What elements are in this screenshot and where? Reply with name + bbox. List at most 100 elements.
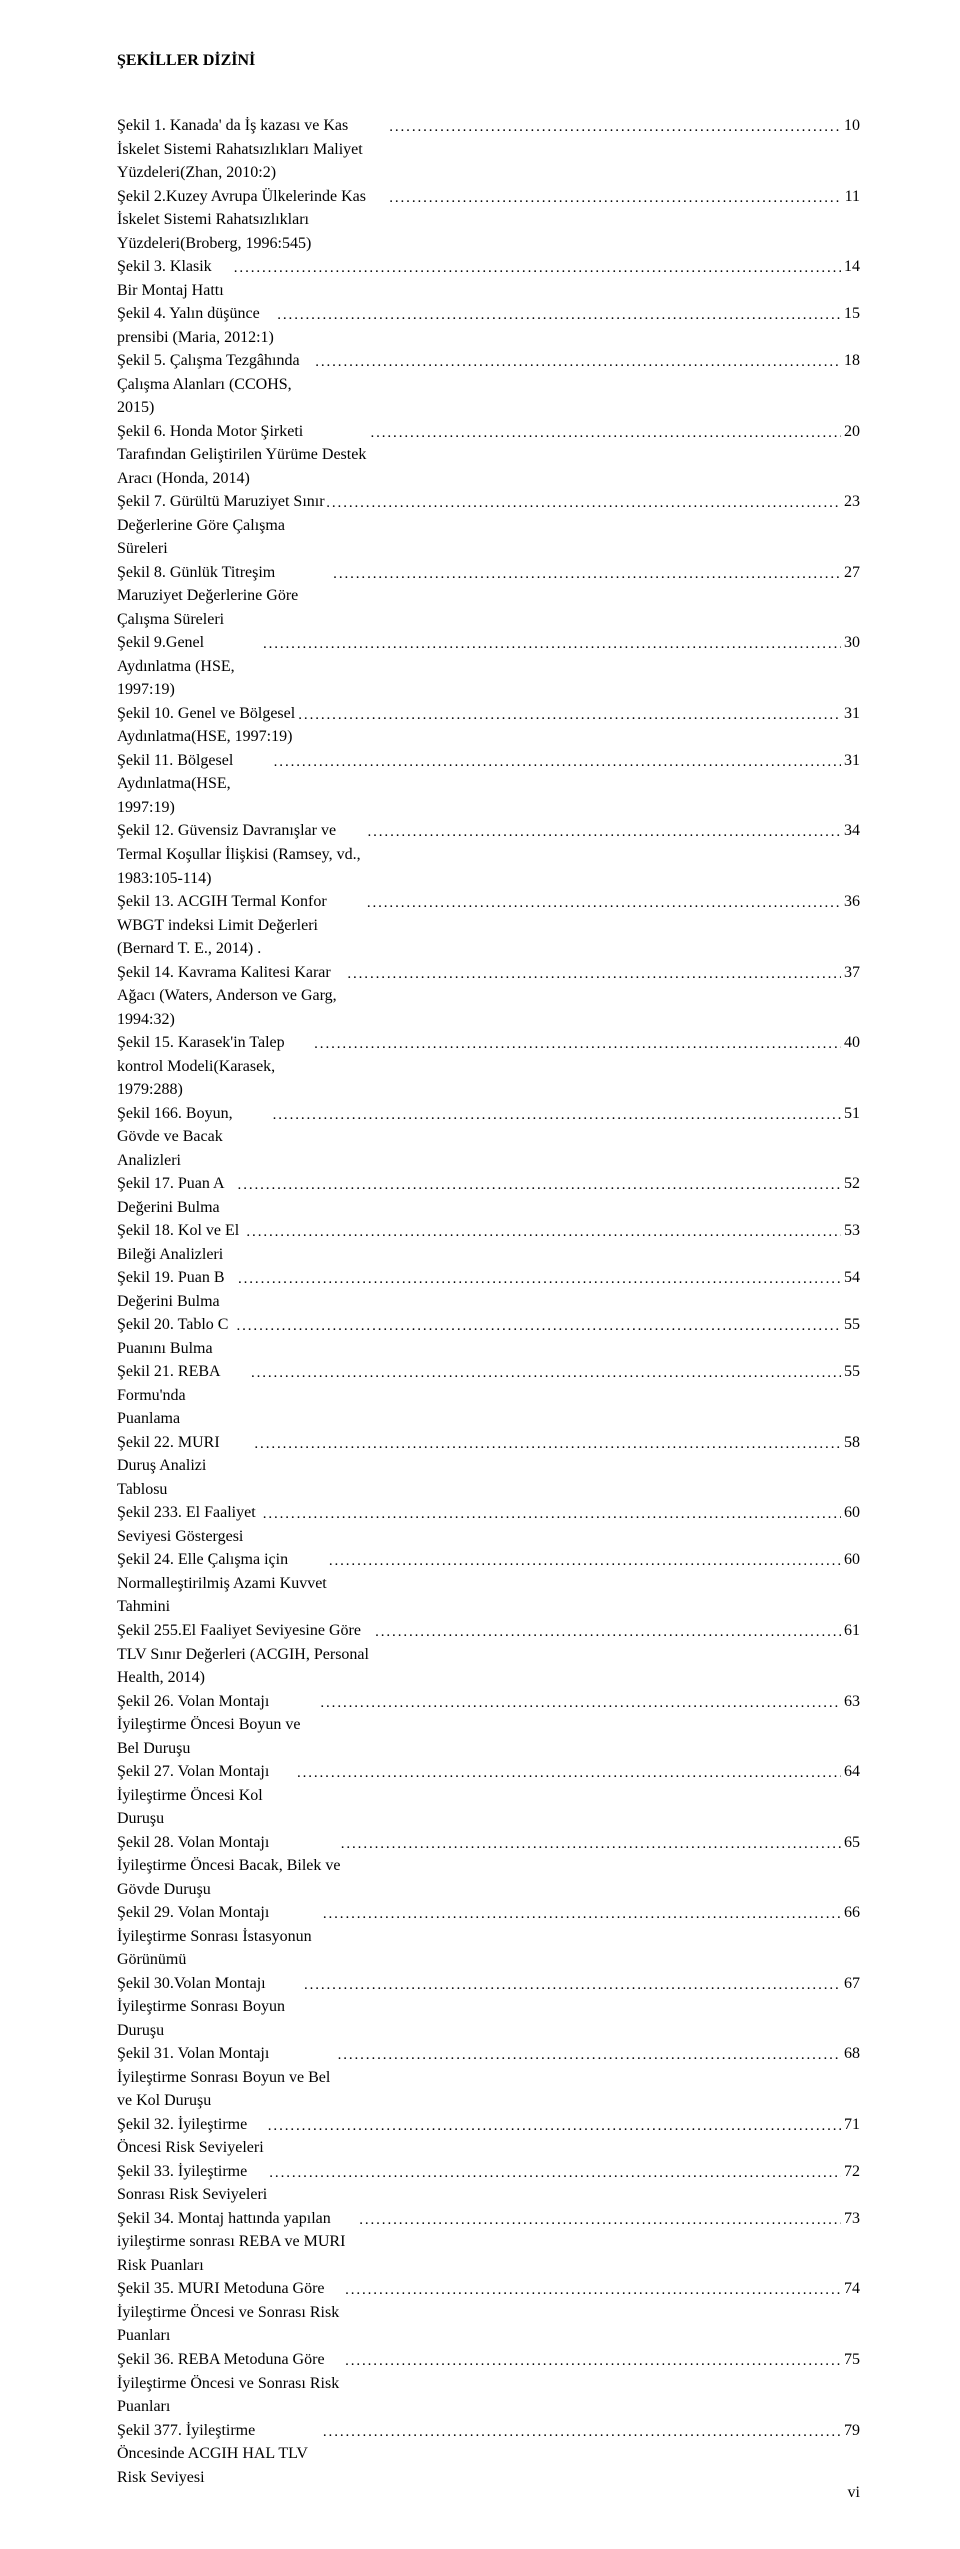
toc-entry-label: Şekil 28. Volan Montajı İyileştirme Önce… bbox=[117, 1831, 341, 1902]
toc-entry: Şekil 17. Puan A Değerini Bulma52 bbox=[117, 1172, 860, 1219]
toc-entry-label: Şekil 12. Güvensiz Davranışlar ve Termal… bbox=[117, 819, 367, 890]
toc-entry: Şekil 9.Genel Aydınlatma (HSE, 1997:19)3… bbox=[117, 631, 860, 702]
toc-entry-page: 75 bbox=[841, 2348, 860, 2372]
toc-leader-dots bbox=[338, 2044, 841, 2066]
toc-entry-page: 71 bbox=[841, 2113, 860, 2137]
toc-entry: Şekil 8. Günlük Titreşim Maruziyet Değer… bbox=[117, 561, 860, 632]
toc-leader-dots bbox=[389, 116, 841, 138]
toc-leader-dots bbox=[269, 2162, 841, 2184]
toc-entry: Şekil 255.El Faaliyet Seviyesine Göre TL… bbox=[117, 1619, 860, 1690]
toc-entry-page: 53 bbox=[841, 1219, 860, 1243]
toc-leader-dots bbox=[329, 1550, 841, 1572]
toc-entry-page: 58 bbox=[841, 1431, 860, 1455]
toc-entry: Şekil 7. Gürültü Maruziyet Sınır Değerle… bbox=[117, 490, 860, 561]
toc-entry-page: 72 bbox=[841, 2160, 860, 2184]
toc-entry-page: 65 bbox=[841, 1831, 860, 1855]
toc-entry-label: Şekil 13. ACGIH Termal Konfor WBGT indek… bbox=[117, 890, 367, 961]
toc-entry-page: 15 bbox=[841, 302, 860, 326]
toc-entry: Şekil 3. Klasik Bir Montaj Hattı14 bbox=[117, 255, 860, 302]
toc-entry-label: Şekil 19. Puan B Değerini Bulma bbox=[117, 1266, 238, 1313]
toc-entry: Şekil 10. Genel ve Bölgesel Aydınlatma(H… bbox=[117, 702, 860, 749]
toc-entry-page: 63 bbox=[841, 1690, 860, 1714]
toc-leader-dots bbox=[367, 821, 841, 843]
toc-entry-page: 68 bbox=[841, 2042, 860, 2066]
toc-entry: Şekil 24. Elle Çalışma için Normalleştir… bbox=[117, 1548, 860, 1619]
toc-leader-dots bbox=[314, 1033, 841, 1055]
toc-entry-page: 74 bbox=[841, 2277, 860, 2301]
toc-entry: Şekil 19. Puan B Değerini Bulma54 bbox=[117, 1266, 860, 1313]
toc-entry-page: 10 bbox=[841, 114, 860, 138]
toc-entry-page: 66 bbox=[841, 1901, 860, 1925]
toc-entry-label: Şekil 17. Puan A Değerini Bulma bbox=[117, 1172, 238, 1219]
toc-leader-dots bbox=[234, 257, 841, 279]
toc-entry-page: 34 bbox=[841, 819, 860, 843]
toc-entry: Şekil 15. Karasek'in Talep kontrol Model… bbox=[117, 1031, 860, 1102]
toc-entry: Şekil 6. Honda Motor Şirketi Tarafından … bbox=[117, 420, 860, 491]
toc-leader-dots bbox=[326, 492, 841, 514]
toc-entry-page: 67 bbox=[841, 1972, 860, 1996]
toc-entry-label: Şekil 20. Tablo C Puanını Bulma bbox=[117, 1313, 236, 1360]
toc-entry-page: 36 bbox=[841, 890, 860, 914]
toc-entry-label: Şekil 35. MURI Metoduna Göre İyileştirme… bbox=[117, 2277, 345, 2348]
toc-leader-dots bbox=[315, 351, 841, 373]
toc-entry-label: Şekil 22. MURI Duruş Analizi Tablosu bbox=[117, 1431, 254, 1502]
toc-entry-label: Şekil 32. İyileştirme Öncesi Risk Seviye… bbox=[117, 2113, 268, 2160]
toc-entry-page: 60 bbox=[841, 1548, 860, 1572]
toc-entry: Şekil 36. REBA Metoduna Göre İyileştirme… bbox=[117, 2348, 860, 2419]
toc-entry-label: Şekil 15. Karasek'in Talep kontrol Model… bbox=[117, 1031, 314, 1102]
toc-entry: Şekil 28. Volan Montajı İyileştirme Önce… bbox=[117, 1831, 860, 1902]
toc-entry-page: 31 bbox=[841, 749, 860, 773]
toc-entry-label: Şekil 10. Genel ve Bölgesel Aydınlatma(H… bbox=[117, 702, 298, 749]
toc-entry-label: Şekil 255.El Faaliyet Seviyesine Göre TL… bbox=[117, 1619, 375, 1690]
toc-entry-page: 14 bbox=[841, 255, 860, 279]
toc-leader-dots bbox=[297, 1762, 841, 1784]
toc-entry: Şekil 32. İyileştirme Öncesi Risk Seviye… bbox=[117, 2113, 860, 2160]
toc-entry-label: Şekil 33. İyileştirme Sonrası Risk Seviy… bbox=[117, 2160, 269, 2207]
toc-leader-dots bbox=[320, 1692, 841, 1714]
toc-entry-label: Şekil 4. Yalın düşünce prensibi (Maria, … bbox=[117, 302, 277, 349]
toc-leader-dots bbox=[359, 2209, 841, 2231]
toc-leader-dots bbox=[375, 1621, 841, 1643]
toc-leader-dots bbox=[345, 2279, 841, 2301]
toc-entry-page: 60 bbox=[841, 1501, 860, 1525]
figures-list: Şekil 1. Kanada' da İş kazası ve Kas İsk… bbox=[117, 114, 860, 2489]
toc-entry-page: 73 bbox=[841, 2207, 860, 2231]
toc-leader-dots bbox=[389, 187, 841, 209]
toc-leader-dots bbox=[347, 963, 841, 985]
toc-entry: Şekil 30.Volan Montajı İyileştirme Sonra… bbox=[117, 1972, 860, 2043]
toc-entry: Şekil 20. Tablo C Puanını Bulma 55 bbox=[117, 1313, 860, 1360]
toc-entry: Şekil 1. Kanada' da İş kazası ve Kas İsk… bbox=[117, 114, 860, 185]
toc-entry-label: Şekil 18. Kol ve El Bileği Analizleri bbox=[117, 1219, 246, 1266]
toc-leader-dots bbox=[304, 1974, 841, 1996]
list-of-figures-heading: ŞEKİLLER DİZİNİ bbox=[117, 52, 860, 70]
toc-entry-label: Şekil 8. Günlük Titreşim Maruziyet Değer… bbox=[117, 561, 333, 632]
toc-entry-label: Şekil 377. İyileştirme Öncesinde ACGIH H… bbox=[117, 2419, 323, 2490]
toc-entry-label: Şekil 11. Bölgesel Aydınlatma(HSE, 1997:… bbox=[117, 749, 274, 820]
toc-entry-label: Şekil 30.Volan Montajı İyileştirme Sonra… bbox=[117, 1972, 304, 2043]
toc-entry-page: 55 bbox=[841, 1313, 860, 1337]
toc-entry: Şekil 5. Çalışma Tezgâhında Çalışma Alan… bbox=[117, 349, 860, 420]
toc-entry: Şekil 2.Kuzey Avrupa Ülkelerinde Kas İsk… bbox=[117, 185, 860, 256]
toc-leader-dots bbox=[277, 304, 841, 326]
toc-entry-page: 37 bbox=[841, 961, 860, 985]
toc-entry: Şekil 22. MURI Duruş Analizi Tablosu 58 bbox=[117, 1431, 860, 1502]
toc-entry-page: 18 bbox=[841, 349, 860, 373]
toc-entry: Şekil 31. Volan Montajı İyileştirme Sonr… bbox=[117, 2042, 860, 2113]
toc-entry: Şekil 35. MURI Metoduna Göre İyileştirme… bbox=[117, 2277, 860, 2348]
toc-entry-page: 61 bbox=[841, 1619, 860, 1643]
toc-entry-label: Şekil 233. El Faaliyet Seviyesi Gösterge… bbox=[117, 1501, 263, 1548]
page-number-footer: vi bbox=[848, 2484, 860, 2502]
toc-entry: Şekil 166. Boyun, Gövde ve Bacak Analizl… bbox=[117, 1102, 860, 1173]
toc-entry: Şekil 12. Güvensiz Davranışlar ve Termal… bbox=[117, 819, 860, 890]
toc-entry: Şekil 13. ACGIH Termal Konfor WBGT indek… bbox=[117, 890, 860, 961]
toc-entry-label: Şekil 1. Kanada' da İş kazası ve Kas İsk… bbox=[117, 114, 389, 185]
toc-entry-label: Şekil 27. Volan Montajı İyileştirme Önce… bbox=[117, 1760, 297, 1831]
toc-entry: Şekil 11. Bölgesel Aydınlatma(HSE, 1997:… bbox=[117, 749, 860, 820]
toc-entry-label: Şekil 14. Kavrama Kalitesi Karar Ağacı (… bbox=[117, 961, 347, 1032]
toc-entry-label: Şekil 26. Volan Montajı İyileştirme Önce… bbox=[117, 1690, 320, 1761]
toc-leader-dots bbox=[323, 2421, 841, 2443]
toc-leader-dots bbox=[263, 1503, 841, 1525]
toc-leader-dots bbox=[238, 1174, 841, 1196]
toc-entry-label: Şekil 2.Kuzey Avrupa Ülkelerinde Kas İsk… bbox=[117, 185, 389, 256]
toc-leader-dots bbox=[238, 1268, 841, 1290]
